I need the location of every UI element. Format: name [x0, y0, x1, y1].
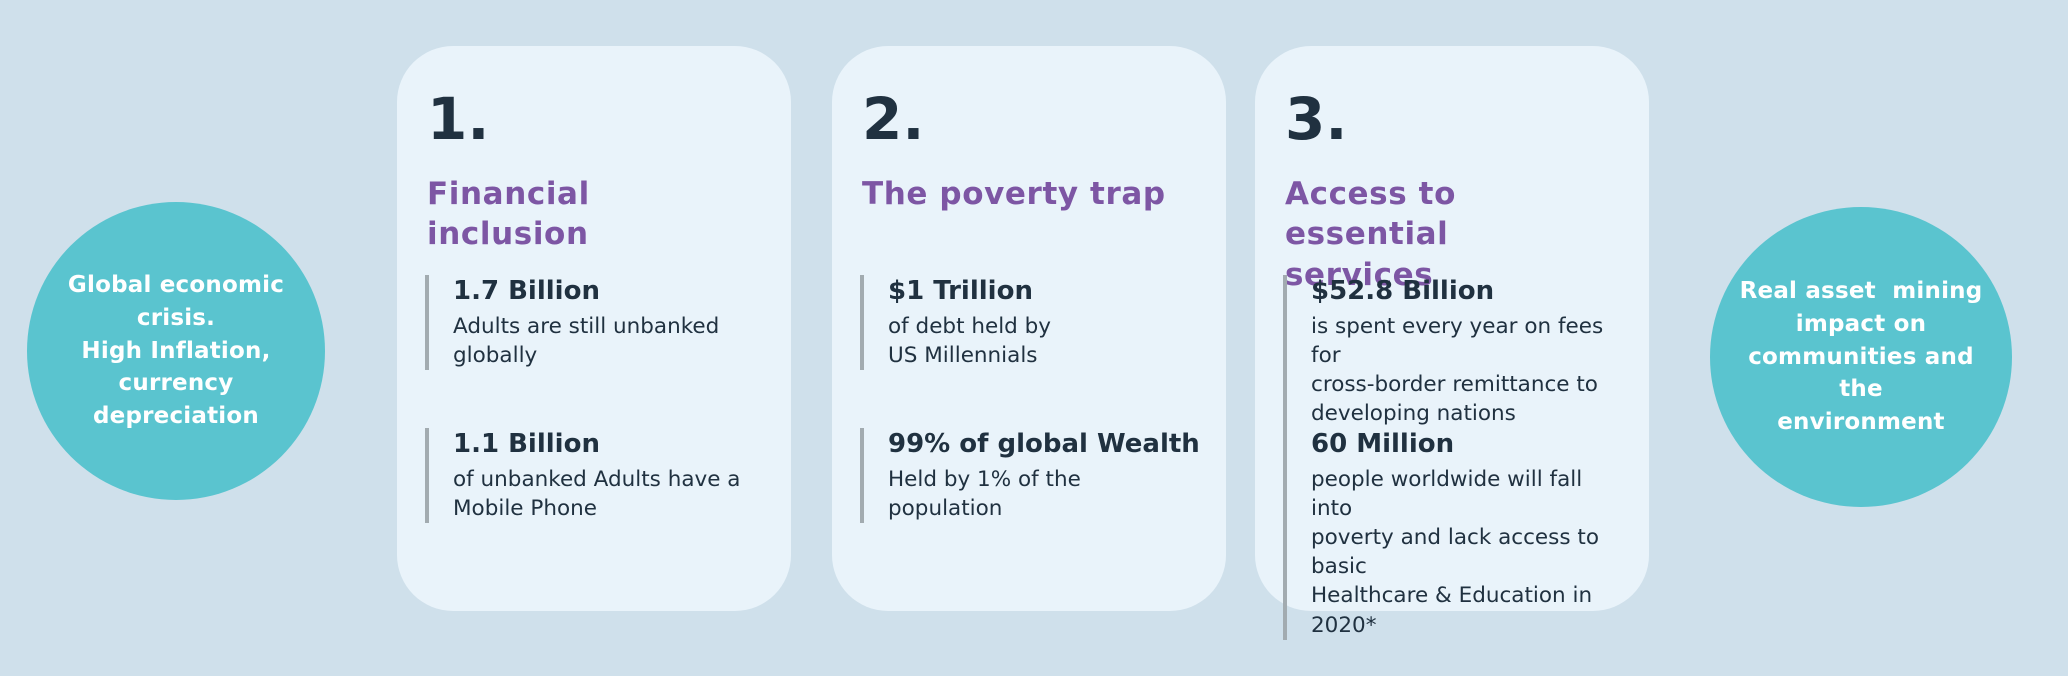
card-title: The poverty trap	[862, 176, 1166, 212]
stat-value: 1.1 Billion	[453, 429, 600, 459]
left-circle-text: Global economic crisis. High Inflation, …	[67, 272, 285, 429]
stat-value: 60 Million	[1311, 429, 1455, 459]
stat-block: 1.7 Billion Adults are still unbanked gl…	[425, 275, 765, 370]
card-title: Financial inclusion	[427, 176, 602, 253]
card-financial-inclusion: 1. Financial inclusion 1.7 Billion Adult…	[397, 46, 791, 611]
right-circle-text: Real asset mining impact on communities …	[1739, 278, 1983, 435]
stat-description: of unbanked Adults have a Mobile Phone	[453, 466, 741, 521]
stat-block: $52.8 Billion is spent every year on fee…	[1283, 275, 1623, 429]
right-circle: Real asset mining impact on communities …	[1710, 207, 2012, 507]
stat-block: 1.1 Billion of unbanked Adults have a Mo…	[425, 428, 765, 523]
card-number: 2.	[862, 85, 925, 153]
stat-value: $52.8 Billion	[1311, 276, 1495, 306]
stat-description: is spent every year on fees for cross-bo…	[1311, 313, 1604, 427]
stat-block: $1 Trillion of debt held by US Millennia…	[860, 275, 1200, 370]
card-poverty-trap: 2. The poverty trap $1 Trillion of debt …	[832, 46, 1226, 611]
card-number: 1.	[427, 85, 490, 153]
left-circle: Global economic crisis. High Inflation, …	[27, 202, 325, 500]
stat-description: Adults are still unbanked globally	[453, 313, 720, 368]
card-access-essential-services: 3. Access to essential services $52.8 Bi…	[1255, 46, 1649, 640]
stat-description: people worldwide will fall into poverty …	[1311, 466, 1599, 638]
stat-value: 1.7 Billion	[453, 276, 600, 306]
stat-description: Held by 1% of the population	[888, 466, 1081, 521]
card-number: 3.	[1285, 85, 1348, 153]
stat-value: $1 Trillion	[888, 276, 1033, 306]
stat-block: 99% of global Wealth Held by 1% of the p…	[860, 428, 1200, 523]
stat-block: 60 Million people worldwide will fall in…	[1283, 428, 1623, 640]
stat-description: of debt held by US Millennials	[888, 313, 1052, 368]
stat-value: 99% of global Wealth	[888, 429, 1200, 459]
card-title: Access to essential services	[1285, 176, 1456, 293]
